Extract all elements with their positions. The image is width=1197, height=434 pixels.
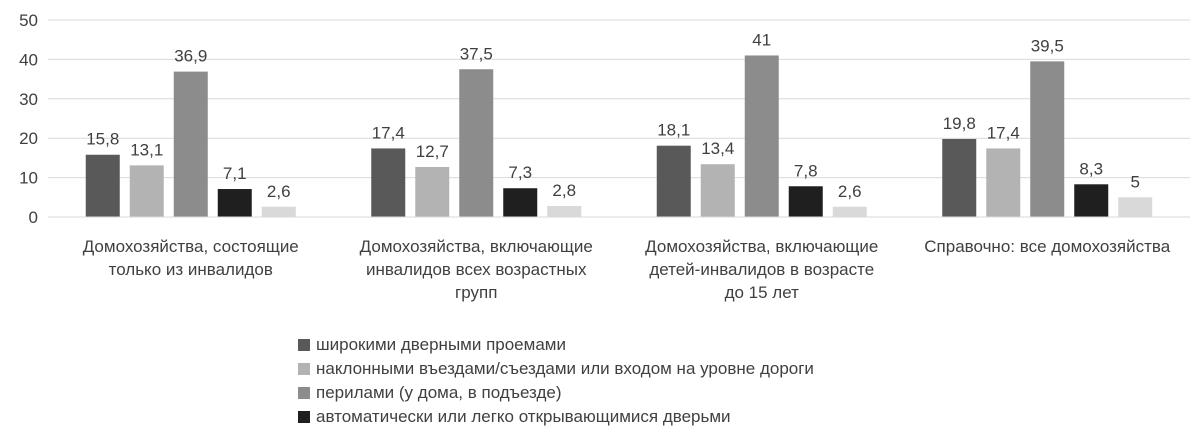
bar [217, 189, 252, 217]
data-label: 2,6 [838, 182, 862, 201]
y-axis: 0 10 20 30 40 50 [19, 11, 38, 227]
data-label: 7,3 [508, 163, 532, 182]
legend-label: перилами (у дома, в подъезде) [316, 383, 562, 402]
category-label-line: Домохозяйства, включающие [360, 237, 593, 256]
data-label: 15,8 [86, 130, 119, 149]
legend-swatch [298, 387, 310, 399]
bar [744, 55, 779, 218]
x-axis: Домохозяйства, состоящие только из инвали… [48, 216, 1190, 302]
category-label-line: Домохозяйства, включающие [645, 237, 878, 256]
data-label: 19,8 [943, 114, 976, 133]
bar [415, 166, 450, 217]
bar [1030, 61, 1065, 218]
category-label-line: групп [455, 283, 497, 302]
data-label: 2,6 [267, 182, 291, 201]
category-label-line: только из инвалидов [109, 260, 273, 279]
legend-item: широкими дверными проемами [298, 333, 814, 357]
legend-label: наклонными въездами/съездами или входом … [316, 359, 814, 378]
data-label: 7,1 [223, 164, 247, 183]
bar [832, 206, 867, 217]
legend-item: перилами (у дома, в подъезде) [298, 381, 814, 405]
y-tick-label: 20 [19, 129, 38, 148]
bar [788, 186, 823, 217]
bar [503, 188, 538, 217]
data-label: 17,4 [987, 123, 1020, 142]
x-category-label: Домохозяйства, состоящие только из инвали… [83, 237, 299, 279]
x-category-label: Домохозяйства, включающие детей-инвалидов… [645, 237, 878, 302]
legend-swatch [298, 411, 310, 423]
bar [173, 71, 208, 217]
data-label: 2,8 [552, 181, 576, 200]
data-label: 13,1 [130, 140, 163, 159]
data-labels: 15,8 13,1 36,9 7,1 2,6 17,4 12,7 37,5 7,3 2,8 18,1… [86, 30, 1140, 200]
bar [1074, 184, 1109, 217]
bar [1118, 197, 1153, 217]
legend-label: автоматически или легко открывающимися д… [316, 407, 731, 426]
x-category-label: Справочно: все домохозяйства [924, 237, 1170, 256]
y-tick-label: 50 [19, 11, 38, 30]
y-tick-label: 10 [19, 169, 38, 188]
bar-chart: 0 10 20 30 40 50 15,8 13,1 36,9 7,1 2,6 17,4 12,7 37… [19, 11, 1190, 302]
data-label: 18,1 [657, 121, 690, 140]
legend-swatch [298, 339, 310, 351]
bar [371, 148, 406, 217]
data-label: 41 [752, 30, 771, 49]
bar [129, 165, 164, 217]
bar [547, 205, 582, 217]
legend-item: автоматически или легко открывающимися д… [298, 405, 814, 429]
legend-swatch [298, 363, 310, 375]
bar [942, 138, 977, 217]
data-label: 36,9 [174, 47, 207, 66]
bar [261, 206, 296, 217]
bars [85, 55, 1153, 218]
y-tick-label: 40 [19, 50, 38, 69]
category-label-line: инвалидов всех возрастных [366, 260, 587, 279]
category-label-line: до 15 лет [725, 283, 800, 302]
legend-label: широкими дверными проемами [316, 335, 566, 354]
bar [85, 154, 120, 217]
category-label-line: детей-инвалидов в возрасте [649, 260, 874, 279]
y-tick-label: 30 [19, 90, 38, 109]
bar [459, 69, 494, 217]
data-label: 37,5 [460, 44, 493, 63]
x-category-label: Домохозяйства, включающие инвалидов всех … [360, 237, 593, 302]
data-label: 12,7 [416, 142, 449, 161]
legend: широкими дверными проемами наклонными въе… [298, 333, 814, 429]
bar [986, 148, 1021, 217]
bar [700, 164, 735, 217]
bar [656, 145, 691, 217]
category-label-line: Домохозяйства, состоящие [83, 237, 299, 256]
data-label: 8,3 [1079, 159, 1103, 178]
category-label-line: Справочно: все домохозяйства [924, 237, 1170, 256]
data-label: 13,4 [701, 139, 734, 158]
data-label: 7,8 [794, 161, 818, 180]
data-label: 39,5 [1031, 36, 1064, 55]
y-tick-label: 0 [29, 208, 38, 227]
legend-item: наклонными въездами/съездами или входом … [298, 357, 814, 381]
data-label: 17,4 [372, 123, 405, 142]
data-label: 5 [1131, 172, 1140, 191]
